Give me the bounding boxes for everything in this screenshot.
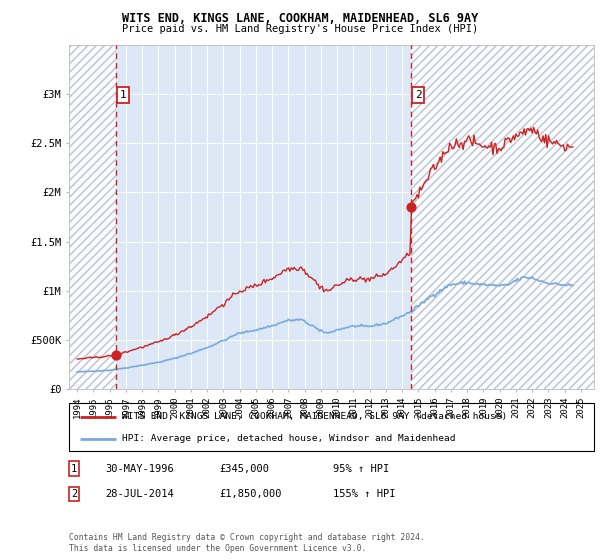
Text: HPI: Average price, detached house, Windsor and Maidenhead: HPI: Average price, detached house, Wind… (121, 435, 455, 444)
Text: 28-JUL-2014: 28-JUL-2014 (105, 489, 174, 499)
Text: Price paid vs. HM Land Registry's House Price Index (HPI): Price paid vs. HM Land Registry's House … (122, 24, 478, 34)
Point (112, 351, 121, 360)
Text: 1: 1 (119, 90, 126, 100)
Text: 2: 2 (415, 90, 421, 100)
Text: 2: 2 (71, 489, 77, 499)
Text: £345,000: £345,000 (219, 464, 269, 474)
Text: Contains HM Land Registry data © Crown copyright and database right 2024.
This d: Contains HM Land Registry data © Crown c… (69, 533, 425, 553)
Point (407, 203, 416, 212)
Text: 1: 1 (71, 464, 77, 474)
Text: WITS END, KINGS LANE, COOKHAM, MAIDENHEAD, SL6 9AY: WITS END, KINGS LANE, COOKHAM, MAIDENHEA… (122, 12, 478, 25)
Text: 155% ↑ HPI: 155% ↑ HPI (333, 489, 395, 499)
Text: 30-MAY-1996: 30-MAY-1996 (105, 464, 174, 474)
Text: £1,850,000: £1,850,000 (219, 489, 281, 499)
Text: 95% ↑ HPI: 95% ↑ HPI (333, 464, 389, 474)
Text: WITS END, KINGS LANE, COOKHAM, MAIDENHEAD, SL6 9AY (detached house): WITS END, KINGS LANE, COOKHAM, MAIDENHEA… (121, 412, 507, 421)
